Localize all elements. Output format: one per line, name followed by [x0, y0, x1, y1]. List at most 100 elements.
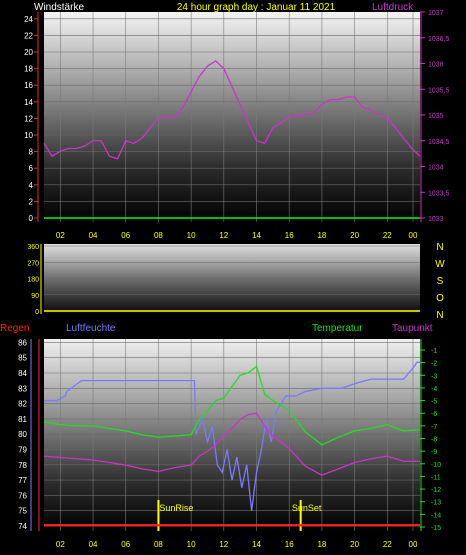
bottom-panel	[44, 339, 420, 531]
wind-dir-tick-label: 270	[27, 260, 39, 267]
top-left-tick-label: 16	[24, 81, 33, 90]
top-left-tick-label: 8	[29, 148, 34, 157]
dewpoint-axis-title: Taupunkt	[392, 323, 433, 334]
bottom-right-tick-label: -4	[431, 386, 437, 393]
top-right-tick-label: 1035	[428, 113, 444, 120]
top-left-tick-label: 20	[24, 48, 33, 57]
top-x-tick-label: 16	[285, 231, 294, 240]
wind-dir-tick-label: 0	[35, 309, 39, 316]
bottom-right-tick-label: -10	[431, 462, 441, 469]
rain-axis-title: Regen	[0, 323, 29, 334]
pressure-line	[43, 60, 421, 160]
bottom-x-tick-label: 22	[383, 540, 392, 549]
top-x-tick-label: 06	[121, 231, 130, 240]
bottom-right-tick-label: -1	[431, 348, 437, 355]
compass-label: O	[436, 293, 444, 304]
top-panel	[44, 12, 420, 222]
top-left-tick-label: 4	[29, 181, 34, 190]
bottom-left-tick-label: 74	[18, 522, 27, 531]
bottom-right-tick-label: -15	[431, 525, 441, 532]
top-right-tick-label: 1036,5	[428, 36, 450, 43]
wind-dir-tick-label: 90	[31, 293, 39, 300]
compass-label: N	[436, 310, 443, 321]
bottom-left-tick-label: 86	[18, 338, 27, 347]
bottom-left-tick-label: 84	[18, 369, 27, 378]
sunset-label: SunSet	[292, 503, 322, 513]
top-left-tick-label: 12	[24, 114, 33, 123]
compass-label: S	[437, 276, 444, 287]
bottom-x-tick-label: 18	[317, 540, 326, 549]
top-x-tick-label: 18	[317, 231, 326, 240]
bottom-x-tick-label: 16	[285, 540, 294, 549]
bottom-x-tick-label: 12	[219, 540, 228, 549]
bottom-left-tick-label: 76	[18, 491, 27, 500]
bottom-left-tick-label: 82	[18, 400, 27, 409]
bottom-left-tick-label: 77	[18, 476, 27, 485]
top-left-tick-label: 10	[24, 131, 33, 140]
wind-dir-tick-label: 360	[27, 244, 39, 251]
bottom-x-tick-label: 00	[409, 540, 418, 549]
bottom-right-tick-label: -14	[431, 512, 441, 519]
bottom-right-tick-label: -2	[431, 361, 437, 368]
chart-title: 24 hour graph day : Januar 11 2021	[177, 2, 336, 13]
bottom-x-tick-label: 10	[187, 540, 196, 549]
top-left-tick-label: 18	[24, 65, 33, 74]
bottom-right-tick-label: -11	[431, 474, 441, 481]
top-right-tick-label: 1033	[428, 216, 444, 223]
top-left-tick-label: 2	[29, 197, 34, 206]
top-x-tick-label: 22	[383, 231, 392, 240]
bottom-x-tick-label: 02	[56, 540, 65, 549]
top-right-tick-label: 1034	[428, 165, 444, 172]
bottom-x-tick-label: 20	[350, 540, 359, 549]
top-x-tick-label: 10	[187, 231, 196, 240]
top-x-tick-label: 08	[154, 231, 163, 240]
sunrise-label: SunRise	[159, 503, 193, 513]
top-right-tick-label: 1036	[428, 62, 444, 69]
bottom-x-tick-label: 08	[154, 540, 163, 549]
bottom-left-tick-label: 83	[18, 384, 27, 393]
bottom-right-tick-label: -6	[431, 411, 437, 418]
compass-label: W	[435, 259, 445, 270]
bottom-right-tick-label: -3	[431, 373, 437, 380]
top-x-tick-label: 12	[219, 231, 228, 240]
bottom-left-tick-label: 78	[18, 461, 27, 470]
bottom-left-tick-label: 81	[18, 415, 27, 424]
top-left-tick-label: 14	[24, 98, 33, 107]
top-right-tick-label: 1034,5	[428, 139, 450, 146]
bottom-x-tick-label: 06	[121, 540, 130, 549]
pressure-axis-title: Luftdruck	[372, 2, 414, 13]
bottom-right-tick-label: -7	[431, 424, 437, 431]
top-left-tick-label: 22	[24, 31, 33, 40]
top-right-tick-label: 1033,5	[428, 190, 450, 197]
bottom-x-tick-label: 14	[252, 540, 261, 549]
wind-dir-tick-label: 180	[27, 277, 39, 284]
top-x-tick-label: 04	[89, 231, 98, 240]
top-x-tick-label: 20	[350, 231, 359, 240]
bottom-right-tick-label: -12	[431, 487, 441, 494]
dewpoint-line	[43, 412, 420, 476]
bottom-left-tick-label: 75	[18, 507, 27, 516]
wind-direction-panel	[44, 244, 420, 314]
compass-label: N	[436, 242, 443, 253]
top-left-tick-label: 24	[24, 15, 33, 24]
bottom-right-tick-label: -13	[431, 500, 441, 507]
bottom-right-tick-label: -8	[431, 437, 437, 444]
bottom-x-tick-label: 04	[89, 540, 98, 549]
humidity-axis-title: Luftfeuchte	[66, 323, 116, 334]
top-x-tick-label: 02	[56, 231, 65, 240]
top-x-tick-label: 14	[252, 231, 261, 240]
bottom-left-tick-label: 80	[18, 430, 27, 439]
bottom-right-tick-label: -5	[431, 399, 437, 406]
top-x-tick-label: 00	[409, 231, 418, 240]
bottom-left-tick-label: 85	[18, 354, 27, 363]
temperature-line	[43, 365, 421, 446]
bottom-right-tick-label: -9	[431, 449, 437, 456]
temperature-axis-title: Temperatur	[312, 323, 363, 334]
top-left-tick-label: 0	[29, 214, 34, 223]
bottom-left-tick-label: 79	[18, 446, 27, 455]
top-left-tick-label: 6	[29, 164, 34, 173]
top-right-tick-label: 1037	[428, 10, 444, 17]
top-right-tick-label: 1035,5	[428, 87, 450, 94]
wind-axis-title: Windstärke	[34, 2, 84, 13]
